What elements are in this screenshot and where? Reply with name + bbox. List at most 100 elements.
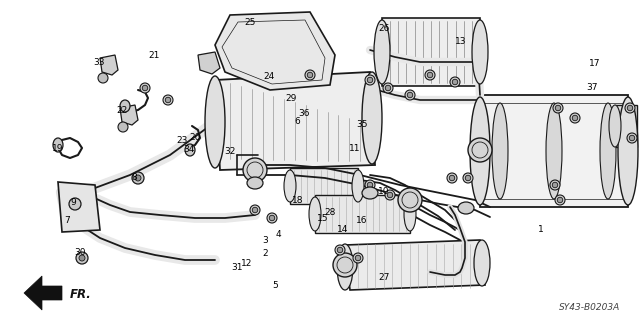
Ellipse shape	[629, 135, 635, 141]
Ellipse shape	[472, 20, 488, 84]
Bar	[382, 18, 480, 86]
Ellipse shape	[269, 215, 275, 221]
Ellipse shape	[449, 175, 455, 181]
Ellipse shape	[353, 253, 363, 263]
Polygon shape	[215, 72, 375, 170]
Ellipse shape	[609, 105, 621, 147]
Ellipse shape	[53, 138, 63, 152]
Ellipse shape	[205, 76, 225, 168]
Ellipse shape	[570, 113, 580, 123]
Ellipse shape	[627, 133, 637, 143]
Ellipse shape	[284, 170, 296, 202]
Ellipse shape	[250, 205, 260, 215]
Ellipse shape	[555, 195, 565, 205]
Text: 3: 3	[263, 236, 268, 245]
Ellipse shape	[398, 188, 422, 212]
Text: 34: 34	[183, 145, 195, 154]
Ellipse shape	[404, 197, 416, 231]
Ellipse shape	[120, 100, 130, 112]
Ellipse shape	[387, 192, 393, 198]
Ellipse shape	[367, 182, 372, 188]
Text: 11: 11	[349, 144, 361, 153]
Ellipse shape	[142, 85, 148, 91]
Ellipse shape	[252, 207, 258, 213]
Ellipse shape	[362, 187, 378, 199]
Polygon shape	[345, 240, 485, 290]
Ellipse shape	[79, 255, 85, 261]
Ellipse shape	[333, 253, 357, 277]
Ellipse shape	[118, 122, 128, 132]
Ellipse shape	[385, 190, 395, 200]
Polygon shape	[100, 55, 118, 75]
Text: 35: 35	[356, 120, 367, 129]
Text: 2: 2	[263, 249, 268, 258]
Text: 18: 18	[292, 197, 303, 205]
Bar	[290, 168, 358, 204]
Ellipse shape	[132, 172, 144, 184]
Polygon shape	[24, 276, 62, 310]
Ellipse shape	[546, 103, 562, 199]
Text: 9: 9	[71, 198, 76, 207]
Ellipse shape	[556, 105, 561, 111]
Ellipse shape	[618, 97, 638, 205]
Text: 37: 37	[586, 83, 598, 92]
Ellipse shape	[76, 252, 88, 264]
Text: 7: 7	[65, 216, 70, 225]
Ellipse shape	[69, 198, 81, 210]
Text: 17: 17	[589, 59, 601, 68]
Ellipse shape	[468, 138, 492, 162]
Polygon shape	[215, 12, 335, 90]
Ellipse shape	[309, 197, 321, 231]
Text: 30: 30	[74, 248, 86, 256]
Ellipse shape	[335, 245, 345, 255]
Ellipse shape	[367, 77, 372, 83]
Text: 14: 14	[337, 225, 348, 234]
Ellipse shape	[374, 20, 390, 84]
Ellipse shape	[135, 175, 141, 181]
Text: 19: 19	[52, 144, 63, 153]
Text: 1: 1	[538, 225, 543, 234]
Text: 21: 21	[148, 51, 159, 60]
Text: FR.: FR.	[70, 287, 92, 300]
Polygon shape	[198, 52, 220, 74]
Text: 4: 4	[276, 230, 281, 239]
Ellipse shape	[627, 105, 633, 111]
Ellipse shape	[474, 240, 490, 286]
Ellipse shape	[557, 197, 563, 203]
Ellipse shape	[165, 97, 171, 103]
Ellipse shape	[243, 158, 267, 182]
Text: 12: 12	[241, 259, 252, 268]
Text: 33: 33	[93, 58, 105, 67]
Ellipse shape	[407, 92, 413, 98]
Ellipse shape	[365, 75, 375, 85]
Text: 26: 26	[378, 24, 390, 33]
Ellipse shape	[163, 95, 173, 105]
Ellipse shape	[337, 247, 343, 253]
Text: 20: 20	[189, 133, 201, 142]
Polygon shape	[58, 182, 100, 232]
Text: 32: 32	[225, 147, 236, 156]
Text: 6: 6	[295, 117, 300, 126]
Ellipse shape	[600, 103, 616, 199]
Ellipse shape	[140, 83, 150, 93]
Text: 16: 16	[356, 216, 367, 225]
Ellipse shape	[465, 175, 471, 181]
Text: 24: 24	[263, 72, 275, 81]
Ellipse shape	[305, 70, 315, 80]
Ellipse shape	[458, 202, 474, 214]
Ellipse shape	[450, 77, 460, 87]
Text: 25: 25	[244, 18, 255, 27]
Text: 28: 28	[324, 208, 335, 217]
Ellipse shape	[447, 173, 457, 183]
Ellipse shape	[405, 90, 415, 100]
Text: 22: 22	[116, 106, 127, 115]
Bar	[615, 105, 637, 147]
Ellipse shape	[307, 72, 313, 78]
Ellipse shape	[355, 255, 361, 261]
Text: SY43-B0203A: SY43-B0203A	[559, 303, 620, 312]
Ellipse shape	[247, 177, 263, 189]
Text: 15: 15	[317, 214, 329, 223]
Text: 10: 10	[378, 187, 390, 196]
Ellipse shape	[385, 85, 391, 91]
Ellipse shape	[425, 70, 435, 80]
